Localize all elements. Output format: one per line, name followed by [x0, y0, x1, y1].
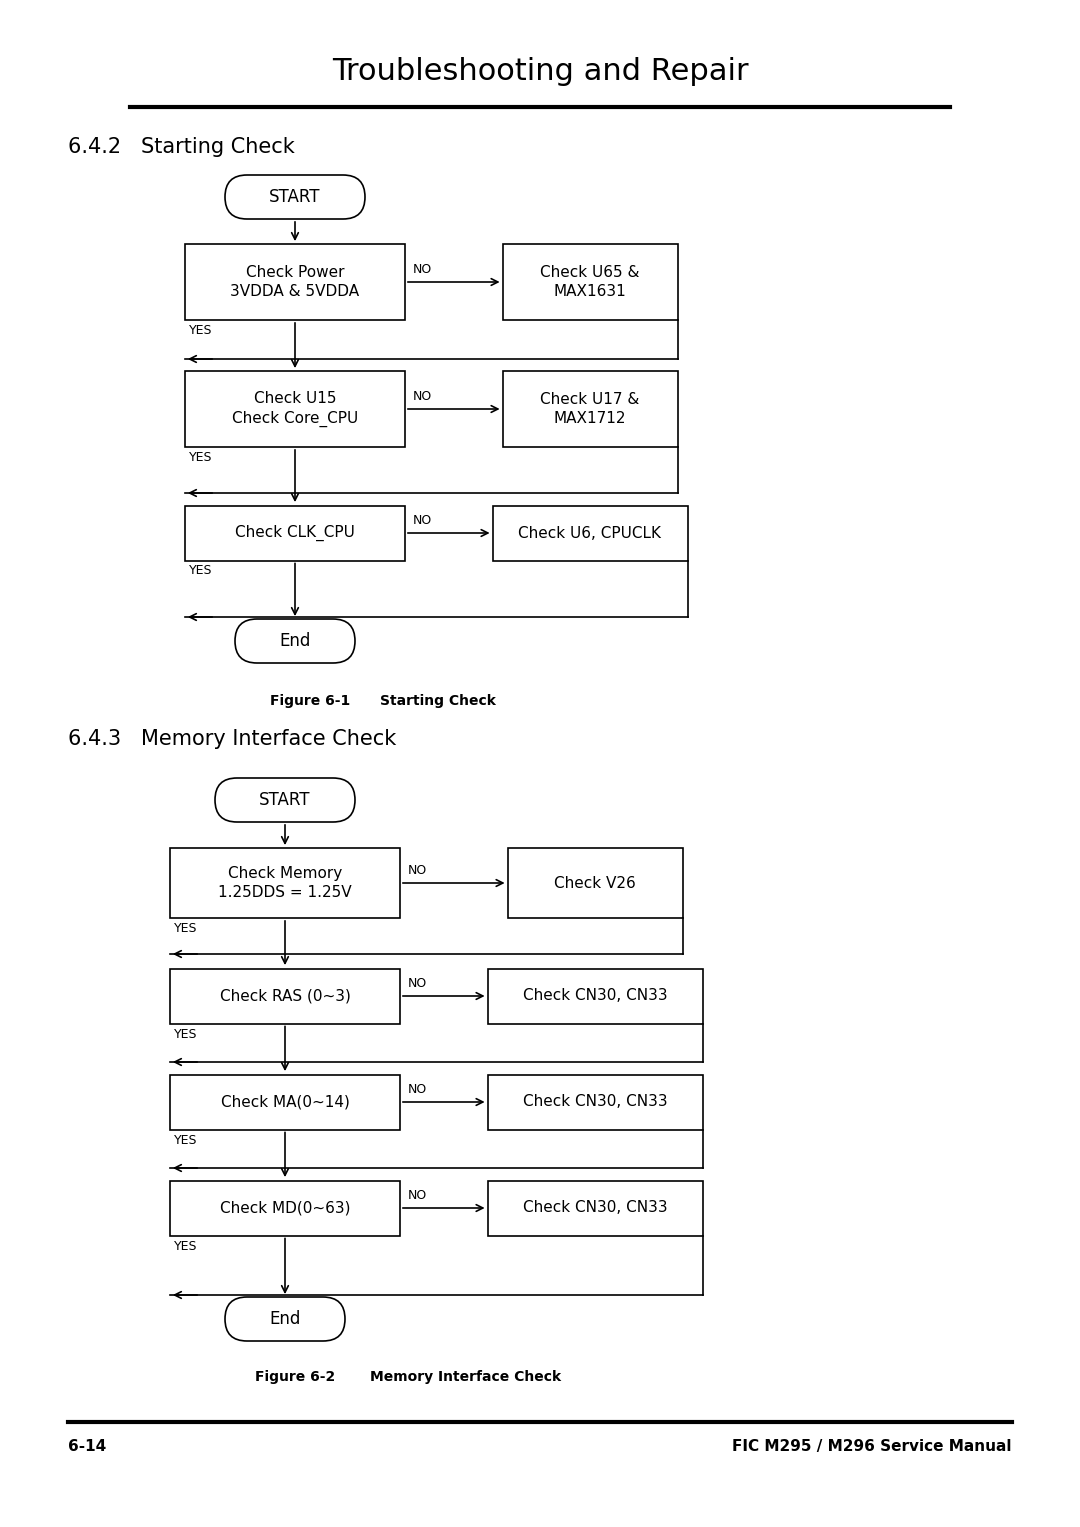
Text: Check RAS (0~3): Check RAS (0~3): [219, 988, 350, 1003]
Bar: [487, 1075, 702, 1130]
Bar: [487, 1180, 702, 1235]
Text: NO: NO: [408, 1190, 428, 1202]
Text: YES: YES: [189, 565, 213, 577]
Text: Figure 6-2: Figure 6-2: [255, 1370, 335, 1383]
Text: Starting Check: Starting Check: [380, 693, 496, 709]
Text: YES: YES: [189, 450, 213, 464]
Text: NO: NO: [408, 977, 428, 989]
Text: End: End: [269, 1310, 300, 1328]
Text: Check V26: Check V26: [554, 875, 636, 890]
FancyBboxPatch shape: [225, 1296, 345, 1341]
Text: 6-14: 6-14: [68, 1438, 106, 1454]
Bar: [185, 244, 405, 321]
Text: YES: YES: [174, 1028, 198, 1040]
Text: Figure 6-1: Figure 6-1: [270, 693, 350, 709]
Text: Check U17 &
MAX1712: Check U17 & MAX1712: [540, 391, 639, 426]
Text: Check CN30, CN33: Check CN30, CN33: [523, 1200, 667, 1215]
Text: Check U65 &
MAX1631: Check U65 & MAX1631: [540, 264, 639, 299]
Bar: [185, 505, 405, 560]
Text: Check CN30, CN33: Check CN30, CN33: [523, 1095, 667, 1110]
FancyBboxPatch shape: [215, 777, 355, 822]
Text: Check Memory
1.25DDS = 1.25V: Check Memory 1.25DDS = 1.25V: [218, 866, 352, 901]
Text: Check CLK_CPU: Check CLK_CPU: [235, 525, 355, 541]
Text: NO: NO: [408, 864, 428, 876]
Bar: [185, 371, 405, 447]
Text: Check Power
3VDDA & 5VDDA: Check Power 3VDDA & 5VDDA: [230, 264, 360, 299]
Text: YES: YES: [174, 1240, 198, 1252]
Bar: [170, 1180, 400, 1235]
Text: FIC M295 / M296 Service Manual: FIC M295 / M296 Service Manual: [732, 1438, 1012, 1454]
Text: YES: YES: [174, 922, 198, 935]
Bar: [170, 968, 400, 1023]
Text: Check CN30, CN33: Check CN30, CN33: [523, 988, 667, 1003]
Text: NO: NO: [408, 1083, 428, 1096]
Text: Check MA(0~14): Check MA(0~14): [220, 1095, 350, 1110]
Text: 6.4.3   Memory Interface Check: 6.4.3 Memory Interface Check: [68, 728, 396, 750]
Text: Check U15
Check Core_CPU: Check U15 Check Core_CPU: [232, 391, 359, 428]
Text: NO: NO: [413, 263, 432, 276]
Text: YES: YES: [189, 324, 213, 337]
Text: Memory Interface Check: Memory Interface Check: [370, 1370, 562, 1383]
Bar: [170, 847, 400, 918]
Text: START: START: [269, 188, 321, 206]
Text: NO: NO: [413, 389, 432, 403]
Bar: [502, 371, 677, 447]
FancyBboxPatch shape: [235, 618, 355, 663]
Text: 6.4.2   Starting Check: 6.4.2 Starting Check: [68, 137, 295, 157]
Bar: [487, 968, 702, 1023]
Text: NO: NO: [413, 515, 432, 527]
Text: YES: YES: [174, 1133, 198, 1147]
Text: START: START: [259, 791, 311, 809]
Text: Check U6, CPUCLK: Check U6, CPUCLK: [518, 525, 661, 541]
Text: End: End: [280, 632, 311, 651]
Text: Check MD(0~63): Check MD(0~63): [219, 1200, 350, 1215]
Text: Troubleshooting and Repair: Troubleshooting and Repair: [332, 56, 748, 86]
Bar: [502, 244, 677, 321]
Bar: [508, 847, 683, 918]
Bar: [492, 505, 688, 560]
Bar: [170, 1075, 400, 1130]
FancyBboxPatch shape: [225, 176, 365, 218]
